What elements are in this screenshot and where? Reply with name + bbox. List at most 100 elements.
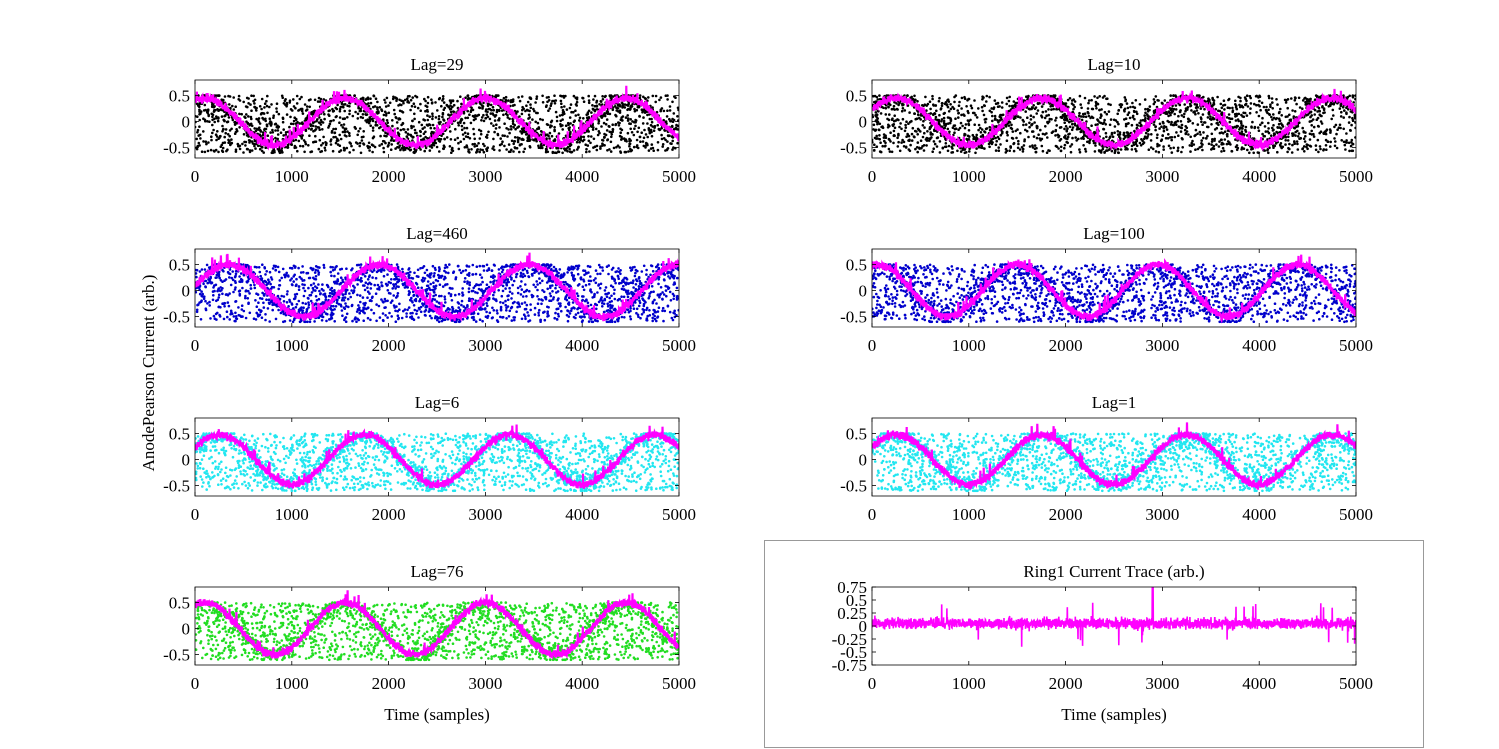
scatter-point	[266, 134, 270, 137]
scatter-point	[1270, 97, 1274, 100]
scatter-point	[234, 148, 238, 151]
scatter-point	[650, 143, 654, 146]
scatter-point	[553, 94, 556, 97]
scatter-point	[383, 110, 387, 114]
scatter-point	[1023, 139, 1026, 143]
scatter-point	[231, 118, 235, 122]
scatter-point	[629, 127, 632, 131]
scatter-point	[265, 104, 269, 108]
scatter-point	[273, 150, 276, 154]
scatter-point	[1346, 95, 1350, 99]
scatter-point	[325, 141, 328, 145]
scatter-point	[411, 96, 415, 99]
scatter-point	[988, 109, 992, 113]
scatter-point	[1309, 97, 1312, 101]
scatter-point	[1169, 123, 1173, 126]
scatter-point	[342, 117, 346, 121]
scatter-point	[1218, 140, 1221, 143]
scatter-point	[449, 130, 452, 133]
scatter-point	[665, 122, 668, 125]
scatter-point	[319, 118, 323, 122]
scatter-point	[254, 109, 258, 112]
scatter-point	[1301, 107, 1304, 110]
scatter-point	[280, 94, 284, 98]
scatter-point	[1295, 102, 1298, 106]
scatter-point	[1241, 127, 1244, 130]
scatter-point	[305, 105, 309, 108]
scatter-point	[966, 119, 970, 122]
scatter-point	[412, 135, 415, 139]
scatter-point	[1073, 122, 1077, 125]
scatter-point	[1050, 118, 1053, 121]
scatter-point	[1194, 112, 1197, 116]
scatter-point	[983, 130, 986, 133]
scatter-point	[409, 108, 412, 112]
scatter-point	[495, 110, 499, 114]
scatter-point	[507, 99, 510, 102]
scatter-point	[666, 140, 669, 143]
scatter-point	[513, 136, 517, 139]
scatter-point	[1170, 151, 1174, 154]
scatter-point	[1039, 138, 1042, 142]
scatter-point	[561, 128, 564, 131]
scatter-point	[513, 146, 517, 149]
scatter-point	[599, 147, 602, 150]
scatter-point	[1336, 128, 1339, 131]
scatter-point	[1347, 141, 1351, 145]
scatter-point	[520, 127, 524, 131]
scatter-point	[470, 148, 473, 151]
scatter-point	[339, 105, 343, 109]
scatter-point	[324, 149, 327, 152]
scatter-point	[1249, 102, 1253, 105]
scatter-point	[585, 116, 589, 119]
scatter-point	[1251, 120, 1254, 124]
scatter-point	[304, 142, 308, 146]
scatter-point	[346, 116, 349, 119]
scatter-point	[448, 145, 452, 148]
scatter-point	[892, 104, 896, 108]
scatter-point	[348, 131, 351, 135]
scatter-point	[612, 146, 616, 150]
scatter-point	[374, 120, 378, 124]
scatter-point	[259, 130, 263, 133]
scatter-point	[1064, 134, 1067, 137]
scatter-point	[939, 107, 943, 110]
scatter-point	[1201, 113, 1205, 116]
scatter-point	[1199, 133, 1202, 136]
scatter-point	[333, 131, 337, 134]
scatter-point	[1332, 114, 1335, 117]
scatter-point	[1236, 146, 1240, 150]
scatter-point	[1151, 147, 1155, 151]
scatter-point	[518, 99, 522, 103]
scatter-point	[1309, 145, 1313, 148]
scatter-point	[1077, 127, 1081, 131]
scatter-point	[664, 94, 668, 97]
scatter-point	[561, 151, 564, 155]
scatter-point	[492, 145, 495, 148]
scatter-point	[517, 125, 521, 128]
scatter-point	[460, 124, 464, 128]
scatter-point	[1012, 149, 1016, 153]
scatter-point	[953, 95, 956, 99]
scatter-point	[212, 128, 215, 132]
scatter-point	[329, 120, 332, 123]
scatter-point	[1084, 150, 1088, 153]
scatter-point	[1340, 110, 1343, 114]
scatter-point	[494, 94, 498, 97]
scatter-point	[551, 99, 554, 103]
scatter-point	[279, 131, 283, 134]
scatter-point	[1246, 148, 1249, 152]
scatter-point	[322, 135, 325, 139]
scatter-point	[466, 94, 470, 98]
scatter-point	[884, 113, 888, 116]
scatter-point	[1047, 149, 1050, 152]
scatter-point	[1126, 113, 1130, 116]
scatter-point	[1169, 94, 1172, 97]
scatter-point	[550, 134, 554, 138]
scatter-point	[234, 105, 237, 108]
scatter-point	[203, 150, 207, 154]
scatter-point	[478, 150, 482, 154]
scatter-point	[938, 140, 942, 143]
scatter-point	[957, 112, 960, 115]
scatter-point	[642, 144, 646, 148]
